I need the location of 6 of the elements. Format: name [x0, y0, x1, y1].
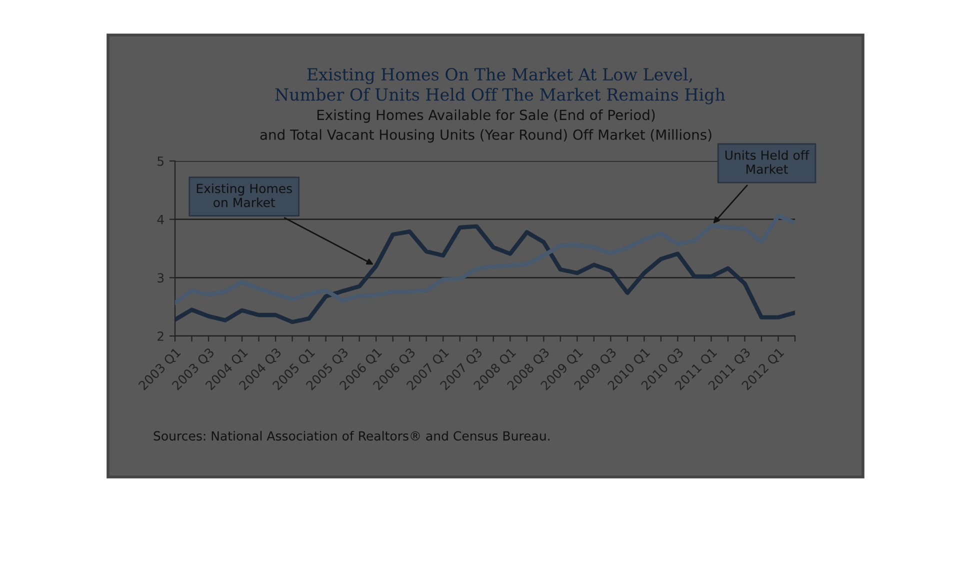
chart-title: Existing Homes On The Market At Low Level, Number Of Units Held Off The Market Remains High: [275, 68, 726, 104]
chart-subtitle: Existing Homes Available for Sale (End of Period) and Total Vacant Housing Units (Year Round) Off Market (Millions): [260, 109, 712, 143]
source-note: Sources: National Association of Realtors® and Census Bureau.: [154, 430, 550, 441]
annotation: Units Held off Market: [725, 150, 810, 174]
annotation: Existing Homes on Market: [196, 184, 292, 208]
y-tick-label: 4: [157, 214, 164, 224]
